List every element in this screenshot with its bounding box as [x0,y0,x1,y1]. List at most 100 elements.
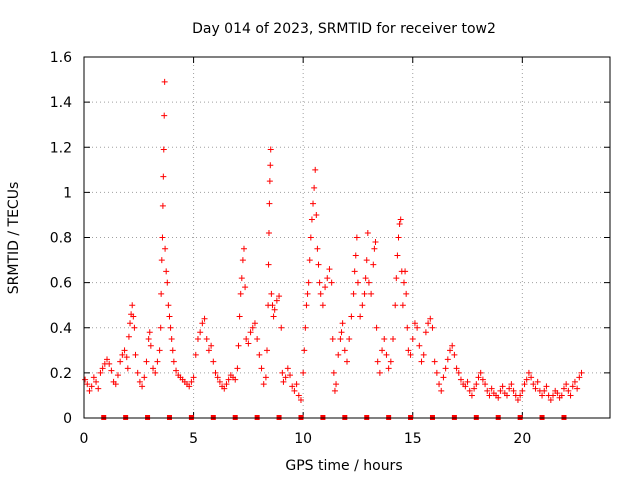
data-point [453,365,460,372]
x-axis-label: GPS time / hours [285,458,402,474]
data-point [262,374,269,381]
data-point [563,381,570,388]
data-point [379,347,386,354]
data-point [306,257,313,264]
data-point [365,279,372,286]
data-point [205,347,212,354]
data-point [328,279,335,286]
data-point [249,324,256,331]
data-point [186,383,193,390]
data-point [278,324,285,331]
data-point [329,336,336,343]
data-point [514,396,521,403]
data-point [350,290,357,297]
data-point [565,387,572,394]
data-point [243,336,250,343]
data-point [395,234,402,241]
data-point [136,378,143,385]
data-point [119,351,126,358]
data-point [438,387,445,394]
data-point [152,369,159,376]
data-point [390,336,397,343]
data-point [405,347,412,354]
data-point [429,324,436,331]
data-point [297,396,304,403]
data-point [203,336,210,343]
data-point [457,376,464,383]
y-tick-label: 1.4 [50,95,72,111]
data-point [123,354,130,361]
data-point [550,392,557,399]
data-point [132,351,139,358]
data-point [134,369,141,376]
data-point [338,329,345,336]
data-point [305,279,312,286]
data-point [156,347,163,354]
data-point [495,394,502,401]
data-point [106,360,113,367]
data-point [418,358,425,365]
data-point [279,369,286,376]
data-point [112,381,119,388]
data-point [547,396,554,403]
data-point [108,367,115,374]
data-point [464,378,471,385]
data-point [266,200,273,207]
data-point [165,302,172,309]
x-tick-label: 5 [189,431,198,447]
data-point [90,374,97,381]
data-points [82,78,585,420]
data-point [147,342,154,349]
data-point [567,392,574,399]
data-point [159,234,166,241]
data-point [479,376,486,383]
data-point [451,351,458,358]
data-point [341,347,348,354]
data-point [444,356,451,363]
data-point [403,290,410,297]
data-point [534,378,541,385]
data-point [310,200,317,207]
data-point [154,358,161,365]
data-point [317,290,324,297]
data-point [374,358,381,365]
data-point [497,387,504,394]
data-point [265,261,272,268]
data-point [578,369,585,376]
data-point [440,374,447,381]
data-point [301,347,308,354]
data-point [117,358,124,365]
data-point [433,369,440,376]
data-point [431,358,438,365]
data-point [353,234,360,241]
data-point [145,336,152,343]
data-point [188,378,195,385]
data-point [157,324,164,331]
data-point [212,369,219,376]
data-point [99,365,106,372]
data-point [238,275,245,282]
data-point [442,365,449,372]
data-point [414,324,421,331]
data-point [146,329,153,336]
data-point [503,392,510,399]
data-point [528,374,535,381]
data-point [265,229,272,236]
data-point [129,302,136,309]
data-point [525,369,532,376]
data-point [269,302,276,309]
data-point [201,315,208,322]
data-point [322,284,329,291]
data-point [124,365,131,372]
data-point [558,392,565,399]
data-point [427,315,434,322]
data-point [385,365,392,372]
data-point [499,383,506,390]
data-point [436,381,443,388]
data-point [486,392,493,399]
data-point [422,329,429,336]
data-point [359,302,366,309]
data-point [260,381,267,388]
data-point [282,374,289,381]
